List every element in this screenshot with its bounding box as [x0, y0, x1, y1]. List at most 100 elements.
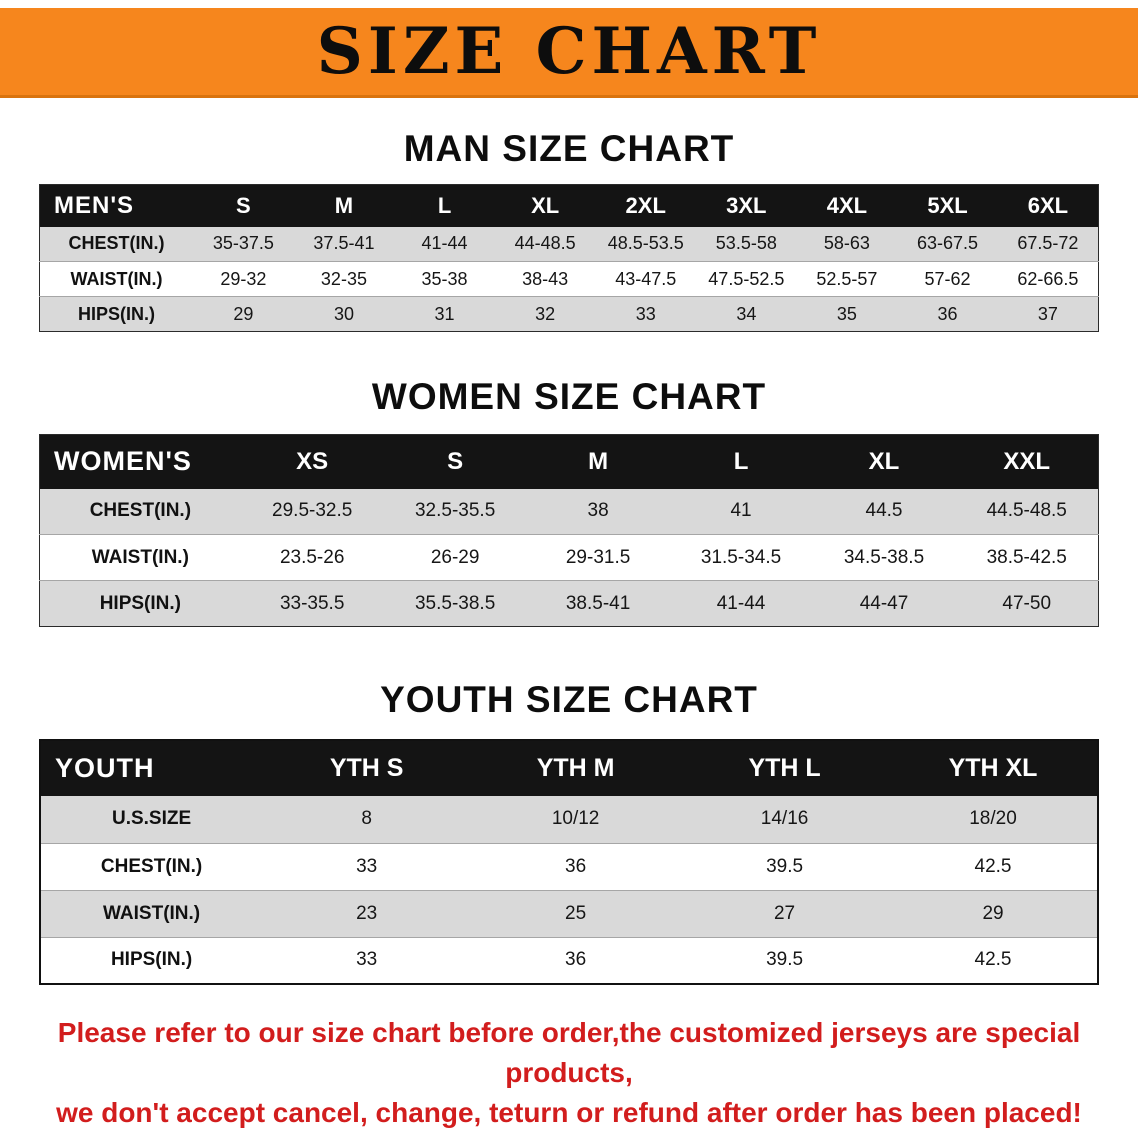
row-label: CHEST(IN.): [100, 855, 203, 877]
cell: 26-29: [430, 546, 480, 568]
cell: 63-67.5: [916, 233, 979, 254]
youth-waist-row: WAIST(IN.) 23 25 27 29: [40, 890, 1098, 937]
cell: 36: [565, 949, 587, 971]
row-label: WAIST(IN.): [91, 546, 189, 568]
row-label: CHEST(IN.): [89, 500, 192, 522]
cell: 32: [535, 303, 556, 324]
row-label: WAIST(IN.): [70, 268, 163, 289]
cell: 53.5-58: [715, 233, 777, 254]
cell: 41-44: [421, 233, 468, 254]
cell: 67.5-72: [1017, 233, 1079, 254]
women-table-header-row: WOMEN'S XS S M L XL XXL: [39, 434, 1099, 489]
size-chart-banner: SIZE CHART: [0, 8, 1138, 98]
cell: 38: [587, 500, 609, 522]
cell: 25: [565, 902, 587, 924]
cell: 39.5: [766, 949, 804, 971]
youth-size-column: YTH XL: [889, 740, 1098, 796]
cell: 37: [1037, 303, 1058, 324]
row-label: HIPS(IN.): [78, 303, 156, 324]
men-table-corner-label: MEN'S: [39, 184, 194, 227]
row-label: HIPS(IN.): [99, 592, 181, 614]
cell: 38-43: [522, 268, 569, 289]
cell: 48.5-53.5: [607, 233, 684, 254]
men-hips-row: HIPS(IN.) 29 30 31 32 33 34 35 36 37: [39, 296, 1099, 332]
youth-table-corner-label: YOUTH: [40, 740, 263, 796]
women-waist-row: WAIST(IN.) 23.5-26 26-29 29-31.5 31.5-34…: [39, 534, 1099, 581]
cell: 29: [982, 902, 1004, 924]
women-table-corner-label: WOMEN'S: [39, 434, 241, 489]
row-label: U.S.SIZE: [111, 808, 192, 830]
cell: 57-62: [924, 268, 971, 289]
order-policy-notice: Please refer to our size chart before or…: [0, 1013, 1138, 1132]
row-label: WAIST(IN.): [103, 902, 201, 924]
youth-size-column: YTH M: [471, 740, 681, 796]
cell: 43-47.5: [615, 268, 677, 289]
cell: 14/16: [760, 808, 809, 830]
cell: 37.5-41: [313, 233, 375, 254]
cell: 34.5-38.5: [843, 546, 925, 568]
cell: 29: [233, 303, 254, 324]
cell: 31: [434, 303, 455, 324]
cell: 29-32: [220, 268, 267, 289]
cell: 29.5-32.5: [272, 500, 353, 522]
man-size-chart-heading: MAN SIZE CHART: [403, 128, 735, 169]
youth-size-chart-heading: YOUTH SIZE CHART: [380, 679, 758, 720]
cell: 23: [356, 902, 378, 924]
women-hips-row: HIPS(IN.) 33-35.5 35.5-38.5 38.5-41 41-4…: [39, 580, 1099, 627]
cell: 39.5: [766, 855, 804, 877]
men-size-column: 3XL: [696, 184, 797, 227]
cell: 35-37.5: [212, 233, 274, 254]
youth-size-column: YTH L: [680, 740, 890, 796]
cell: 58-63: [823, 233, 870, 254]
youth-size-table: YOUTH YTH S YTH M YTH L YTH XL U.S.SIZE …: [39, 739, 1099, 985]
cell: 27: [773, 902, 796, 924]
cell: 32.5-35.5: [414, 500, 496, 522]
row-label: HIPS(IN.): [110, 949, 193, 971]
cell: 18/20: [969, 808, 1017, 830]
youth-ussize-row: U.S.SIZE 8 10/12 14/16 18/20: [40, 796, 1098, 843]
women-size-chart-heading: WOMEN SIZE CHART: [371, 376, 767, 417]
men-waist-row: WAIST(IN.) 29-32 32-35 35-38 38-43 43-47…: [39, 261, 1099, 297]
men-size-column: XL: [494, 184, 596, 227]
women-size-column: XXL: [955, 434, 1099, 489]
cell: 30: [333, 303, 354, 324]
cell: 36: [565, 855, 587, 877]
cell: 42.5: [974, 855, 1012, 877]
youth-hips-row: HIPS(IN.) 33 36 39.5 42.5: [40, 937, 1098, 984]
men-size-column: L: [394, 184, 495, 227]
women-size-column: M: [526, 434, 670, 489]
youth-table-header-row: YOUTH YTH S YTH M YTH L YTH XL: [40, 740, 1098, 796]
men-size-column: M: [293, 184, 395, 227]
cell: 41-44: [716, 592, 766, 614]
cell: 36: [937, 303, 958, 324]
banner-title: SIZE CHART: [316, 14, 822, 89]
cell: 47.5-52.5: [708, 268, 785, 289]
men-size-column: 5XL: [897, 184, 998, 227]
men-size-column: 6XL: [997, 184, 1099, 227]
men-size-table: MEN'S S M L XL 2XL 3XL 4XL 5XL 6XL CHEST…: [39, 184, 1099, 332]
cell: 31.5-34.5: [700, 546, 782, 568]
women-size-column: L: [669, 434, 813, 489]
cell: 23.5-26: [279, 546, 345, 568]
order-policy-line-1: Please refer to our size chart before or…: [57, 1017, 1081, 1088]
cell: 33: [356, 949, 378, 971]
women-size-column: XS: [240, 434, 384, 489]
cell: 32-35: [320, 268, 367, 289]
order-policy-line-2: we don't accept cancel, change, teturn o…: [56, 1096, 1082, 1128]
cell: 35-38: [421, 268, 468, 289]
cell: 33: [635, 303, 656, 324]
cell: 10/12: [551, 808, 600, 830]
youth-size-column: YTH S: [262, 740, 472, 796]
row-label: CHEST(IN.): [68, 233, 165, 254]
youth-chest-row: CHEST(IN.) 33 36 39.5 42.5: [40, 843, 1098, 890]
cell: 42.5: [974, 949, 1012, 971]
women-chest-row: CHEST(IN.) 29.5-32.5 32.5-35.5 38 41 44.…: [39, 488, 1099, 535]
cell: 47-50: [1002, 592, 1052, 614]
women-size-column: XL: [812, 434, 956, 489]
cell: 52.5-57: [816, 268, 878, 289]
cell: 38.5-41: [565, 592, 631, 614]
cell: 33: [356, 855, 378, 877]
men-size-column: 4XL: [796, 184, 898, 227]
cell: 41: [730, 500, 752, 522]
cell: 8: [361, 808, 372, 830]
